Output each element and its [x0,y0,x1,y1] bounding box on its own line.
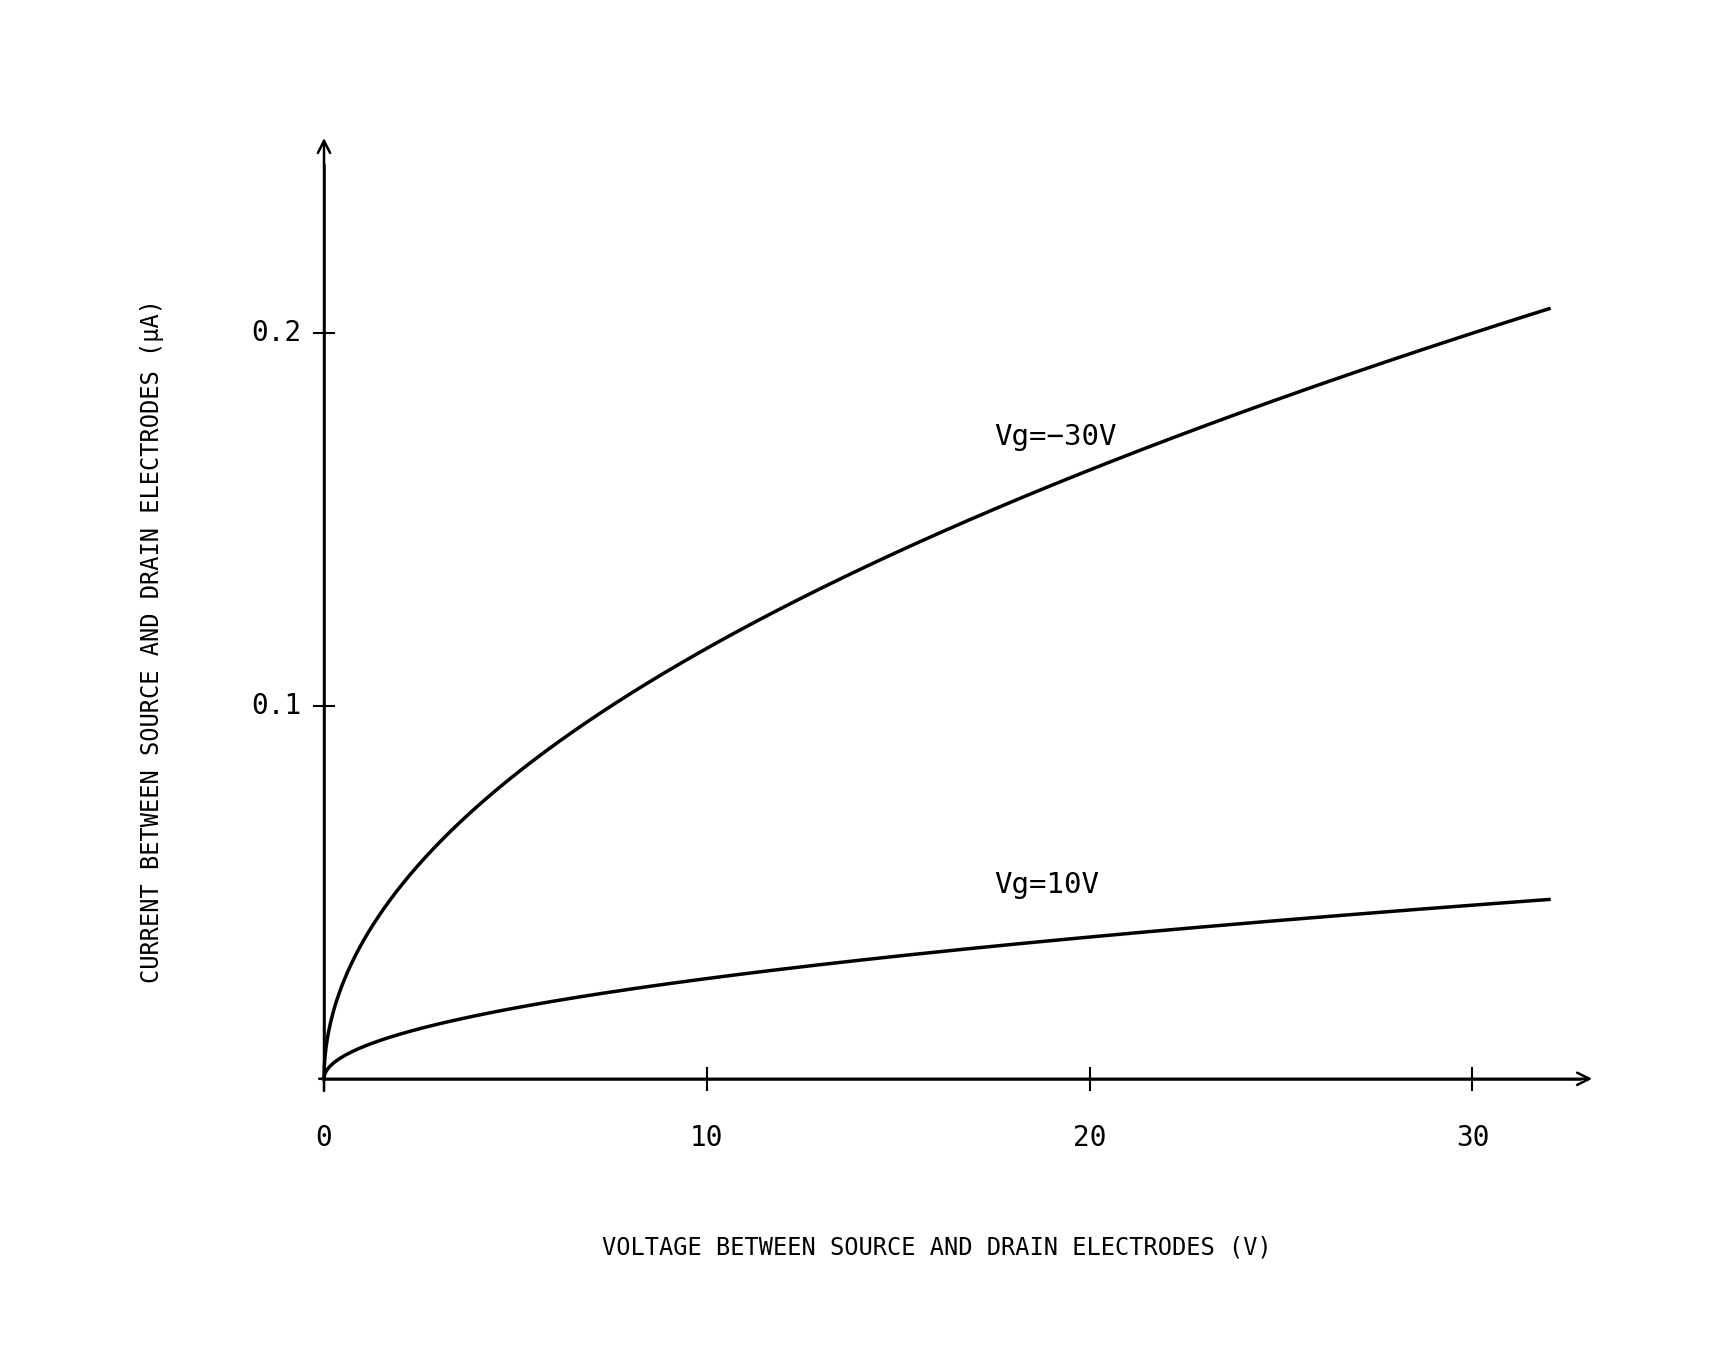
Text: 0.1: 0.1 [250,692,302,719]
Text: Vg=10V: Vg=10V [994,871,1099,899]
Text: 30: 30 [1455,1124,1488,1152]
Text: 0: 0 [315,1124,333,1152]
Text: 10: 10 [689,1124,723,1152]
Text: Vg=−30V: Vg=−30V [994,423,1116,452]
Text: 0.2: 0.2 [250,319,302,347]
Text: 20: 20 [1073,1124,1106,1152]
Text: CURRENT BETWEEN SOURCE AND DRAIN ELECTRODES (μA): CURRENT BETWEEN SOURCE AND DRAIN ELECTRO… [139,299,163,983]
Text: VOLTAGE BETWEEN SOURCE AND DRAIN ELECTRODES (V): VOLTAGE BETWEEN SOURCE AND DRAIN ELECTRO… [602,1236,1270,1260]
